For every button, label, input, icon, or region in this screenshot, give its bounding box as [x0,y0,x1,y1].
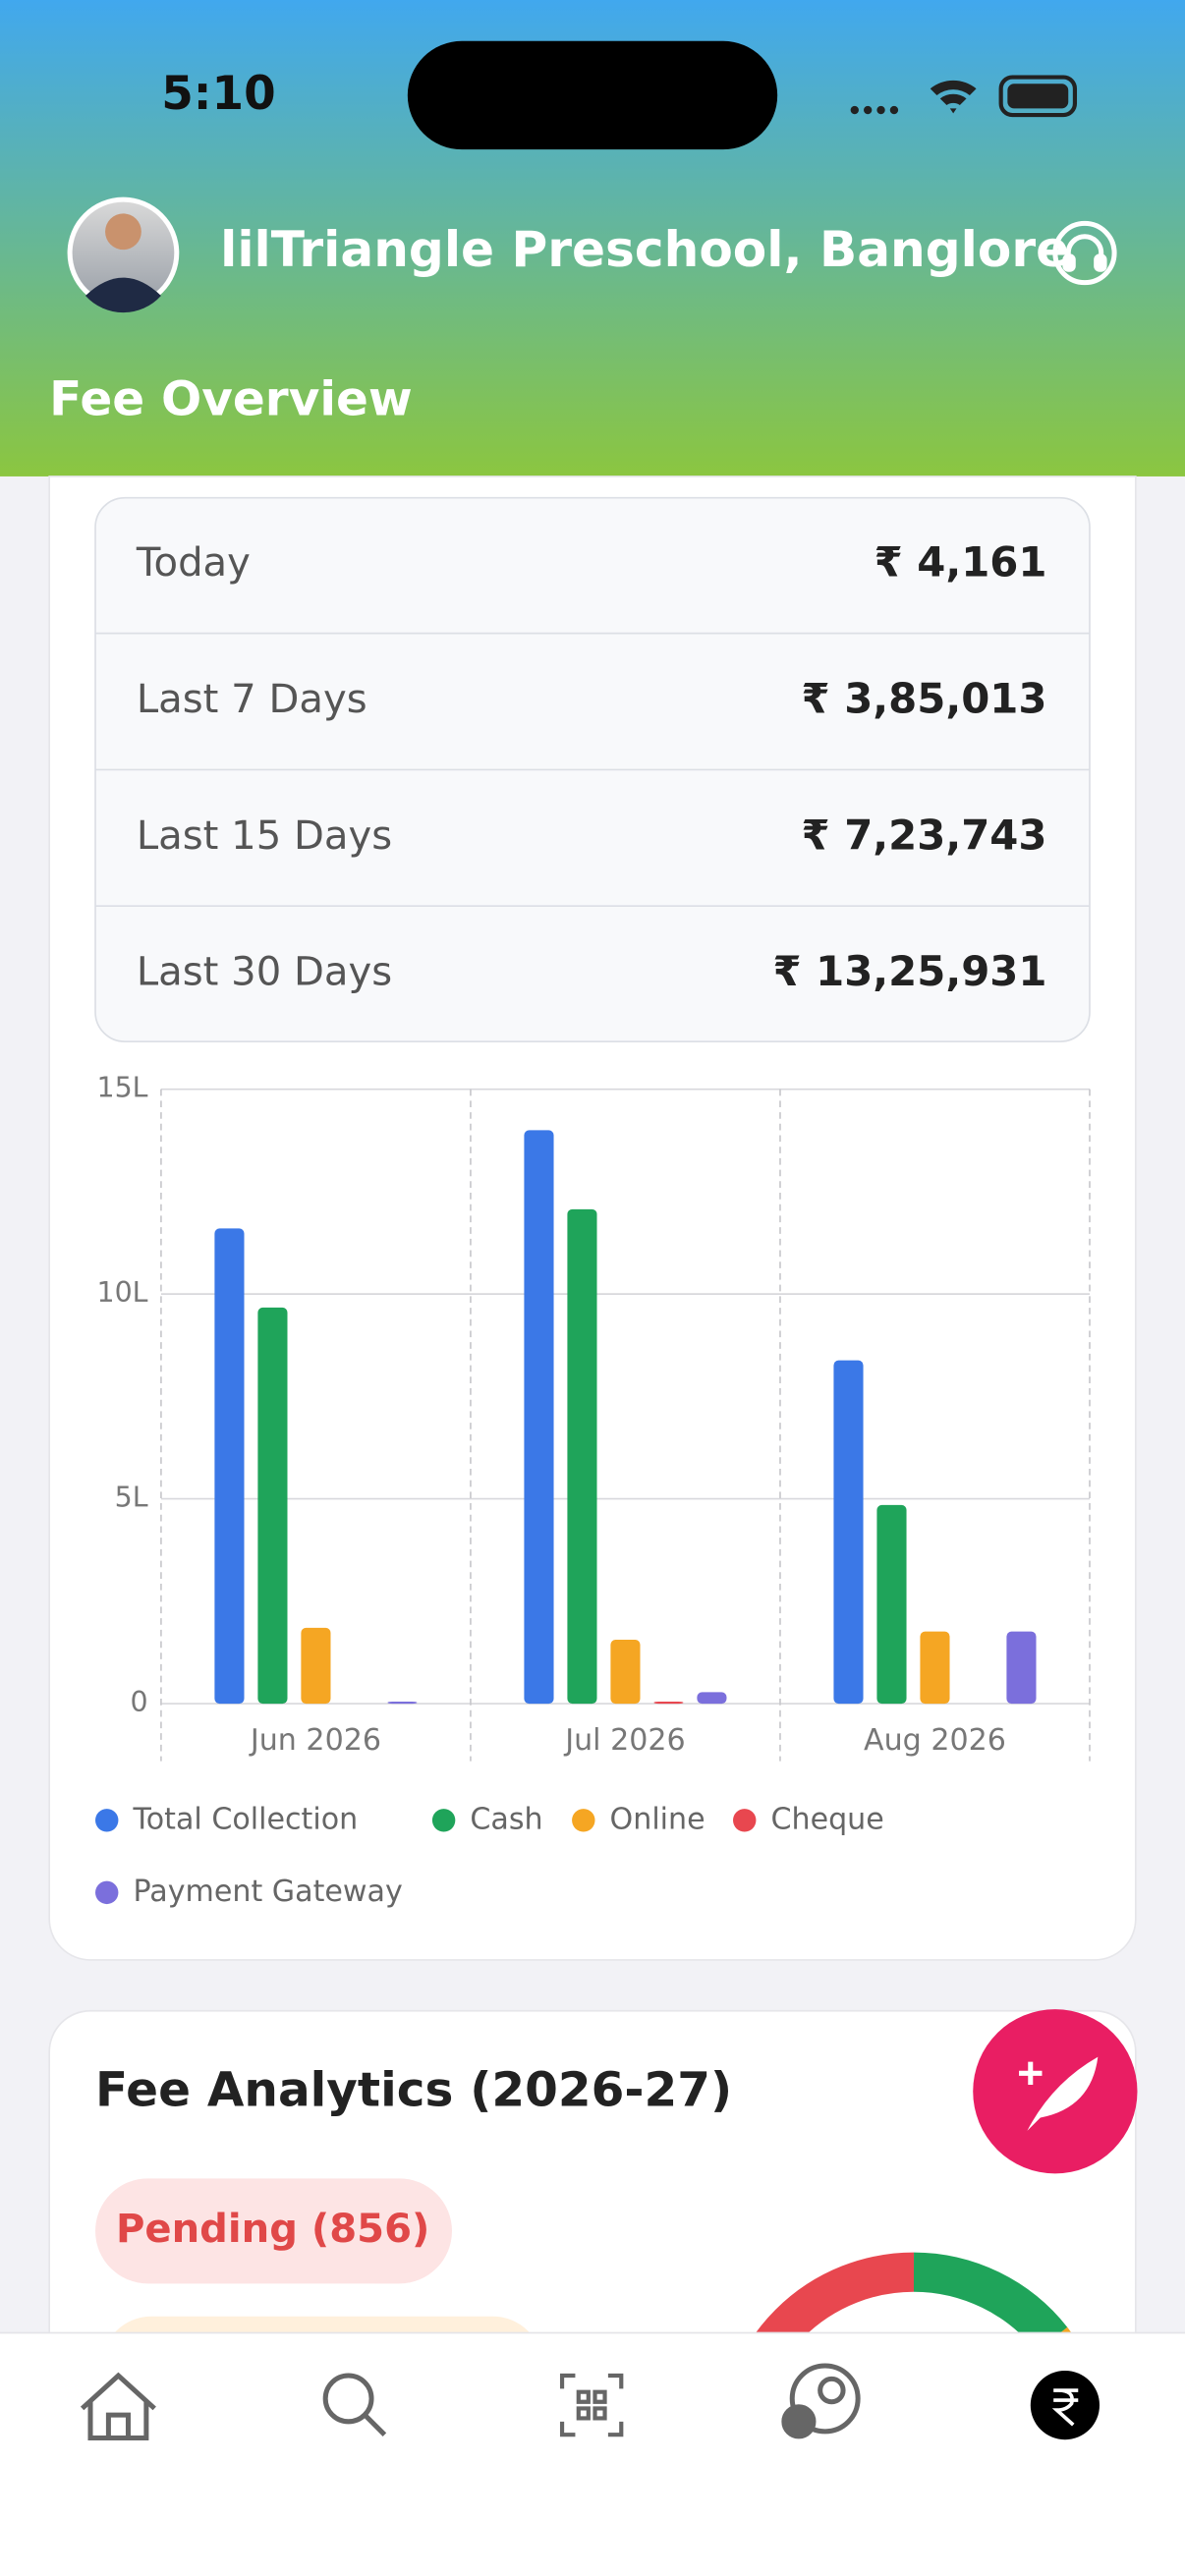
bar [524,1130,554,1705]
avatar-body [85,277,161,313]
tab-attendance[interactable] [781,2363,861,2439]
bar [610,1640,641,1705]
legend-swatch [733,1809,757,1832]
bar [697,1692,727,1705]
y-tick-label: 15L [97,1072,148,1104]
row-label: Today [136,540,251,586]
support-icon[interactable] [1052,220,1117,286]
row-value: ₹ 7,23,743 [802,811,1047,859]
tab-fees-icon [1051,2388,1079,2427]
bar [301,1627,331,1705]
row-label: Last 7 Days [137,677,367,722]
pending-pill[interactable] [95,2178,452,2284]
x-tick-label: Jun 2026 [249,1723,381,1758]
avatar-face [105,213,141,251]
bar [833,1360,864,1705]
legend-label: Online [610,1802,705,1836]
legend-label: Payment Gateway [133,1875,402,1909]
tab-search[interactable] [322,2373,387,2436]
legend-swatch [431,1809,456,1832]
tab-bar [0,2332,1185,2576]
fab-icon [1027,2056,1099,2131]
bar [257,1307,288,1705]
tab-home[interactable] [80,2372,156,2441]
legend-label: Cash [470,1802,542,1836]
tab-icons [80,2363,861,2441]
bar [920,1631,950,1705]
dynamic-island [407,40,778,150]
bar [876,1504,907,1705]
bar [1006,1631,1037,1705]
tab-fees[interactable] [1030,2370,1100,2440]
row-label: Last 15 Days [137,813,392,859]
school-name: lilTriangle Preschool, Banglore [220,220,1069,278]
row-value: ₹ 13,25,931 [772,947,1046,995]
y-tick-label: 0 [130,1686,147,1718]
legend-label: Total Collection [132,1802,358,1836]
legend-swatch [95,1880,119,1905]
status-icons [850,75,1078,118]
status-time: 5:10 [161,68,275,121]
x-tick-label: Jul 2026 [563,1723,685,1758]
x-tick-label: Aug 2026 [864,1723,1006,1758]
bar [567,1208,597,1705]
analytics-title: Fee Analytics (2026-27) [95,2062,732,2117]
fab-plus [1019,2061,1043,2086]
row-value: ₹ 3,85,013 [802,675,1047,723]
y-tick-label: 5L [115,1482,148,1514]
pending-label[interactable]: Pending (856) [116,2207,429,2252]
legend-swatch [572,1809,595,1832]
legend-swatch [95,1809,119,1832]
page-title: Fee Overview [49,372,412,427]
bar [387,1701,418,1705]
bar [214,1228,245,1705]
bar [653,1701,684,1705]
y-tick-label: 10L [97,1276,148,1309]
tab-scan[interactable] [559,2373,624,2437]
legend-label: Cheque [770,1802,883,1836]
avatar[interactable] [72,201,175,305]
row-value: ₹ 4,161 [875,538,1047,587]
row-label: Last 30 Days [137,950,392,995]
